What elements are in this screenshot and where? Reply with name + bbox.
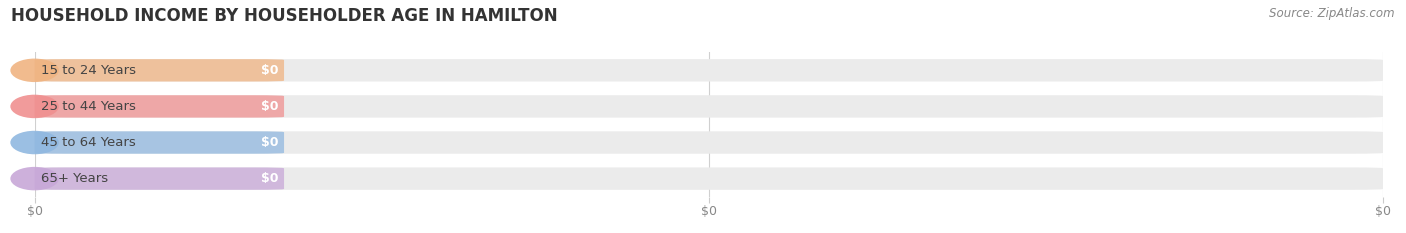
Ellipse shape [10, 58, 59, 82]
Text: 15 to 24 Years: 15 to 24 Years [41, 64, 136, 77]
FancyBboxPatch shape [35, 95, 284, 118]
FancyBboxPatch shape [35, 168, 284, 190]
Text: $0: $0 [262, 172, 278, 185]
FancyBboxPatch shape [35, 131, 1384, 154]
Text: $0: $0 [262, 64, 278, 77]
FancyBboxPatch shape [35, 131, 284, 154]
FancyBboxPatch shape [35, 59, 1384, 82]
Text: 65+ Years: 65+ Years [41, 172, 108, 185]
Text: $0: $0 [262, 100, 278, 113]
Ellipse shape [10, 131, 59, 154]
FancyBboxPatch shape [35, 168, 1384, 190]
Text: HOUSEHOLD INCOME BY HOUSEHOLDER AGE IN HAMILTON: HOUSEHOLD INCOME BY HOUSEHOLDER AGE IN H… [11, 7, 558, 25]
Text: $0: $0 [262, 136, 278, 149]
Text: Source: ZipAtlas.com: Source: ZipAtlas.com [1270, 7, 1395, 20]
FancyBboxPatch shape [35, 59, 284, 82]
Text: 45 to 64 Years: 45 to 64 Years [41, 136, 136, 149]
Ellipse shape [10, 167, 59, 190]
FancyBboxPatch shape [35, 95, 1384, 118]
Text: 25 to 44 Years: 25 to 44 Years [41, 100, 136, 113]
Ellipse shape [10, 95, 59, 118]
